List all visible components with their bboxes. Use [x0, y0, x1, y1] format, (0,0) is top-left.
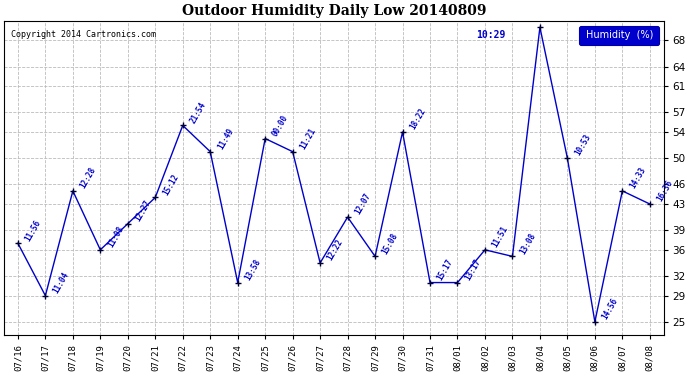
Text: 13:08: 13:08 [518, 231, 538, 256]
Text: 15:17: 15:17 [435, 257, 455, 282]
Text: 16:36: 16:36 [656, 179, 675, 203]
Text: 11:21: 11:21 [298, 126, 317, 151]
Text: 14:33: 14:33 [628, 166, 647, 190]
Text: 11:08: 11:08 [106, 225, 126, 249]
Text: 18:22: 18:22 [408, 107, 428, 131]
Text: 10:29: 10:29 [475, 30, 505, 40]
Title: Outdoor Humidity Daily Low 20140809: Outdoor Humidity Daily Low 20140809 [181, 4, 486, 18]
Legend: Humidity  (%): Humidity (%) [579, 26, 659, 45]
Text: 15:08: 15:08 [381, 231, 400, 256]
Text: 11:56: 11:56 [23, 218, 43, 243]
Text: 12:22: 12:22 [326, 238, 345, 262]
Text: 11:51: 11:51 [491, 225, 510, 249]
Text: 12:28: 12:28 [79, 166, 98, 190]
Text: 12:27: 12:27 [133, 198, 152, 223]
Text: 10:53: 10:53 [573, 133, 592, 158]
Text: 13:58: 13:58 [244, 257, 263, 282]
Text: 14:56: 14:56 [600, 297, 620, 321]
Text: 13:17: 13:17 [463, 257, 482, 282]
Text: 11:49: 11:49 [216, 126, 235, 151]
Text: 12:07: 12:07 [353, 192, 373, 216]
Text: Copyright 2014 Cartronics.com: Copyright 2014 Cartronics.com [11, 30, 156, 39]
Text: 15:12: 15:12 [161, 172, 180, 196]
Text: 00:00: 00:00 [270, 113, 290, 138]
Text: 11:04: 11:04 [51, 270, 70, 295]
Text: 21:54: 21:54 [188, 100, 208, 124]
